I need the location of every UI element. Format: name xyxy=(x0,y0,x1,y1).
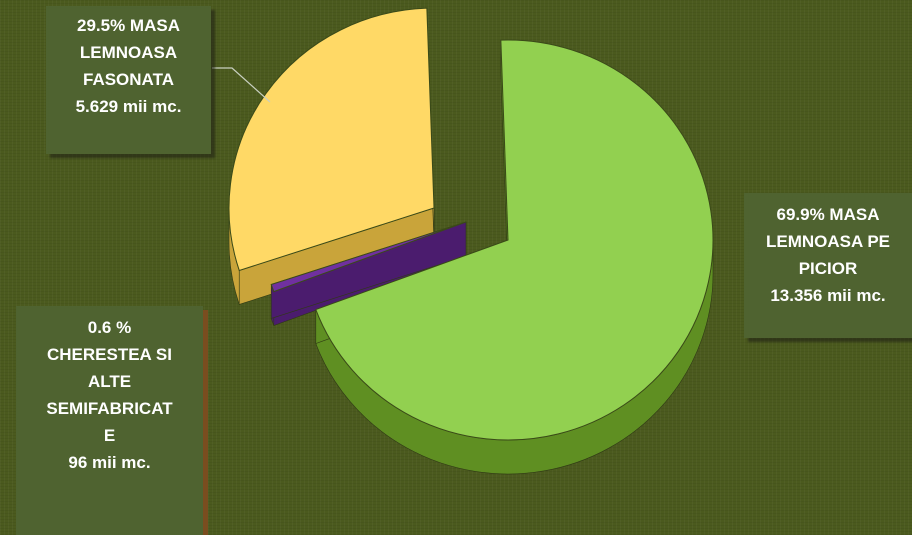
pie-slice-fasonata xyxy=(228,7,435,272)
leader-line-fasonata xyxy=(212,67,271,103)
data-label-fasonata: 29.5% MASA LEMNOASA FASONATA 5.629 mii m… xyxy=(46,6,211,154)
pie-slice-cherestea xyxy=(270,221,467,293)
data-label-cherestea: 0.6 % CHERESTEA SI ALTE SEMIFABRICAT E 9… xyxy=(16,306,203,535)
pie-slice-picior xyxy=(315,39,714,441)
data-label-picior: 69.9% MASA LEMNOASA PE PICIOR 13.356 mii… xyxy=(744,193,912,338)
